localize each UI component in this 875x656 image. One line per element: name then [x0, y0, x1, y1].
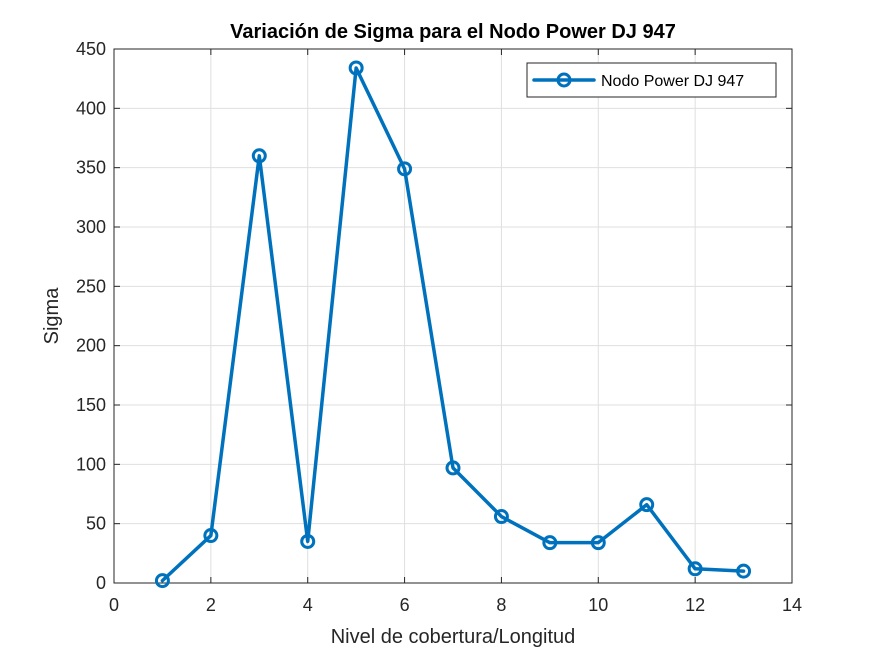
y-tick-label: 50 — [86, 514, 106, 534]
data-point — [445, 460, 461, 476]
x-axis-ticks: 0 2 4 6 8 10 12 14 — [109, 49, 802, 615]
plot-area — [114, 49, 792, 583]
data-point — [203, 528, 219, 544]
data-point — [251, 148, 267, 164]
y-axis-ticks: 0 50 100 150 200 250 300 350 400 450 — [76, 39, 792, 593]
x-tick-label: 14 — [782, 595, 802, 615]
data-point — [397, 161, 413, 177]
y-axis-label: Sigma — [41, 287, 63, 345]
data-point — [493, 509, 509, 525]
y-tick-label: 100 — [76, 454, 106, 474]
series-group — [154, 60, 752, 589]
data-point — [736, 563, 752, 579]
x-tick-label: 0 — [109, 595, 119, 615]
x-tick-label: 10 — [588, 595, 608, 615]
x-tick-label: 12 — [685, 595, 705, 615]
y-tick-label: 0 — [96, 573, 106, 593]
data-point — [590, 535, 606, 551]
data-point — [639, 497, 655, 513]
axes-box — [113, 48, 793, 584]
legend-entry-label: Nodo Power DJ 947 — [601, 73, 744, 90]
y-tick-label: 150 — [76, 395, 106, 415]
y-tick-label: 300 — [76, 217, 106, 237]
x-tick-label: 4 — [303, 595, 313, 615]
legend: Nodo Power DJ 947 — [526, 62, 777, 98]
series-line — [160, 66, 746, 583]
x-tick-label: 6 — [400, 595, 410, 615]
data-point — [687, 561, 703, 577]
x-axis-label: Nivel de cobertura/Longitud — [331, 626, 576, 648]
y-tick-label: 400 — [76, 98, 106, 118]
y-tick-label: 350 — [76, 158, 106, 178]
data-point — [348, 60, 364, 76]
data-point — [300, 533, 316, 549]
x-tick-label: 8 — [496, 595, 506, 615]
y-tick-label: 450 — [76, 39, 106, 59]
chart-title: Variación de Sigma para el Nodo Power DJ… — [230, 21, 676, 43]
legend-marker-sample — [556, 72, 572, 88]
data-point — [154, 573, 170, 589]
x-tick-label: 2 — [206, 595, 216, 615]
y-tick-label: 250 — [76, 276, 106, 296]
y-tick-label: 200 — [76, 336, 106, 356]
data-point — [542, 535, 558, 551]
